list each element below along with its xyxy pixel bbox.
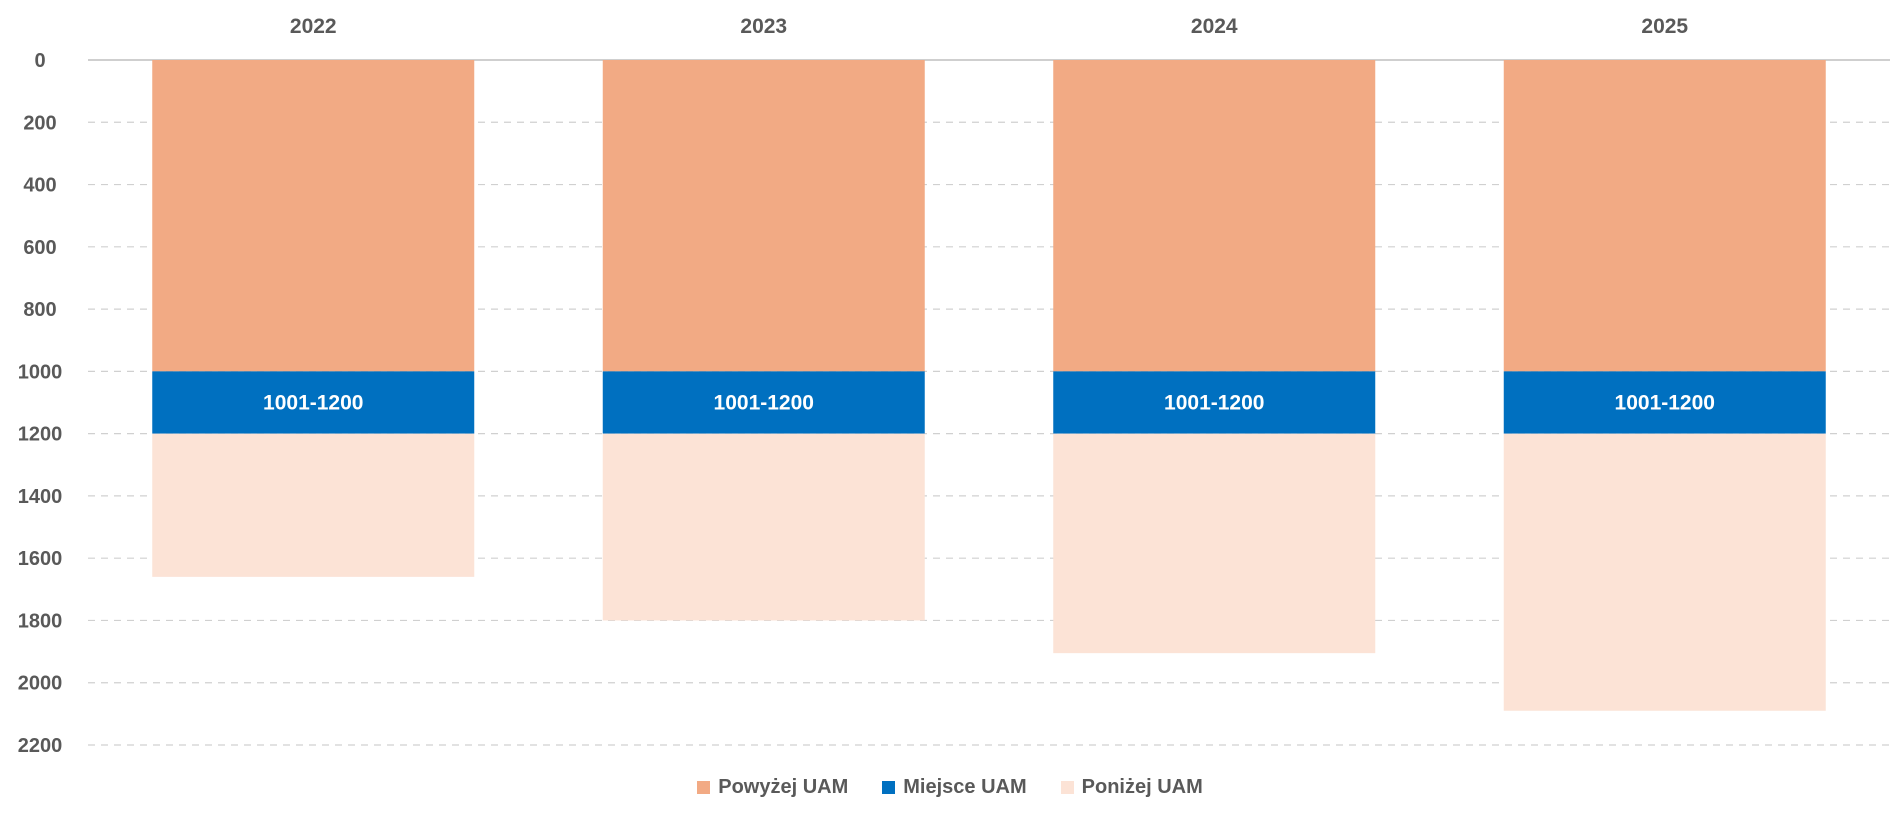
y-tick-label: 800 [23, 299, 56, 321]
legend-item: Poniżej UAM [1060, 776, 1203, 799]
bar-segment [1053, 371, 1376, 434]
bar-data-label: 1001-1200 [1164, 392, 1264, 415]
x-axis-categories: 2022 2023 2024 2025 [290, 15, 1689, 38]
x-category-label: 2024 [1191, 15, 1238, 38]
x-category-label: 2022 [290, 15, 337, 38]
bar-segment [152, 433, 475, 577]
y-tick-label: 1600 [18, 548, 63, 570]
y-tick-label: 0 [34, 50, 45, 72]
legend-label: Powyżej UAM [718, 776, 849, 798]
y-tick-label: 2000 [18, 673, 63, 695]
data-labels: 1001-1200 1001-1200 1001-1200 1001-1200 [263, 392, 1715, 415]
y-tick-label: 1400 [18, 486, 63, 508]
legend-swatch [1060, 781, 1074, 794]
bar-segment [602, 371, 925, 434]
legend-swatch [697, 781, 711, 794]
y-tick-label: 1000 [18, 361, 63, 383]
x-category-label: 2025 [1641, 15, 1688, 38]
y-tick-label: 600 [23, 237, 56, 259]
bar-segment [602, 60, 925, 372]
bar-segment [602, 433, 925, 621]
y-tick-label: 1200 [18, 424, 63, 446]
legend-swatch [882, 781, 896, 794]
bar-segment [1053, 60, 1376, 372]
y-tick-label: 2200 [18, 735, 63, 757]
bar-segment [1503, 433, 1826, 711]
bars [152, 60, 1826, 711]
bar-data-label: 1001-1200 [714, 392, 814, 415]
x-category-label: 2023 [740, 15, 787, 38]
bar-segment [152, 60, 475, 372]
bar-data-label: 1001-1200 [1615, 392, 1715, 415]
bar-segment [1503, 60, 1826, 372]
y-tick-label: 400 [23, 175, 56, 197]
legend-item: Miejsce UAM [882, 776, 1027, 799]
y-tick-label: 200 [23, 112, 56, 134]
legend-label: Miejsce UAM [903, 776, 1027, 798]
legend: Powyżej UAM Miejsce UAM Poniżej UAM [0, 776, 1900, 799]
legend-item: Powyżej UAM [697, 776, 848, 799]
bar-segment [1503, 371, 1826, 434]
bar-segment [1053, 433, 1376, 654]
legend-label: Poniżej UAM [1081, 776, 1203, 798]
y-tick-label: 1800 [18, 610, 63, 632]
chart: 0 200 400 600 800 1000 1200 1400 1600 1800 2000 220… [18, 15, 1890, 757]
bar-data-label: 1001-1200 [263, 392, 363, 415]
y-axis-ticks: 0 200 400 600 800 1000 1200 1400 1600 1800 2000 220… [18, 50, 63, 757]
bar-segment [152, 371, 475, 434]
